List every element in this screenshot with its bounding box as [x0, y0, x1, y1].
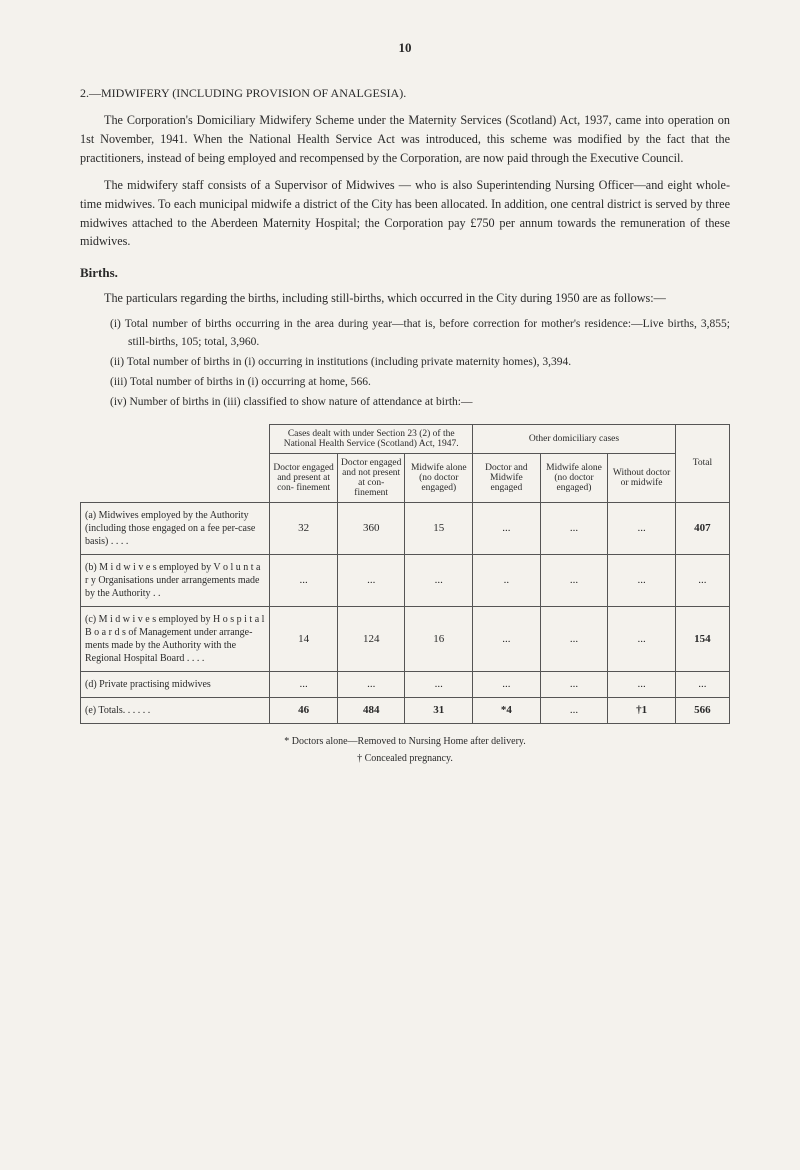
row-b-c3: ...	[405, 554, 473, 606]
row-c-c3: 16	[405, 606, 473, 671]
row-b-c6: ...	[608, 554, 676, 606]
row-e-c4: *4	[473, 697, 541, 723]
table-row: (e) Totals. . . . . . 46 484 31 *4 ... †…	[81, 697, 730, 723]
row-b-c2: ...	[337, 554, 405, 606]
col-5: Midwife alone (no doctor engaged)	[540, 453, 608, 502]
row-c-c4: ...	[473, 606, 541, 671]
row-c-total: 154	[675, 606, 729, 671]
row-a-c2: 360	[337, 502, 405, 554]
row-a-total: 407	[675, 502, 729, 554]
row-d-c4: ...	[473, 671, 541, 697]
row-b-c1: ...	[270, 554, 338, 606]
row-c-label: (c) M i d w i v e s employed by H o s p …	[81, 606, 270, 671]
births-heading: Births.	[80, 265, 730, 281]
col-2: Doctor engaged and not present at con- f…	[337, 453, 405, 502]
row-d-c1: ...	[270, 671, 338, 697]
row-d-c2: ...	[337, 671, 405, 697]
footnote-1: * Doctors alone—Removed to Nursing Home …	[80, 734, 730, 749]
table-row: (d) Private practising midwives ... ... …	[81, 671, 730, 697]
footnote-2: † Concealed pregnancy.	[80, 751, 730, 766]
col-4: Doctor and Midwife engaged	[473, 453, 541, 502]
row-b-c5: ...	[540, 554, 608, 606]
row-b-total: ...	[675, 554, 729, 606]
col-6: Without doctor or midwife	[608, 453, 676, 502]
row-b-label: (b) M i d w i v e s employed by V o l u …	[81, 554, 270, 606]
row-e-c6: †1	[608, 697, 676, 723]
table-row: (c) M i d w i v e s employed by H o s p …	[81, 606, 730, 671]
table-row: (b) M i d w i v e s employed by V o l u …	[81, 554, 730, 606]
col-3: Midwife alone (no doctor engaged)	[405, 453, 473, 502]
row-c-c2: 124	[337, 606, 405, 671]
row-e-total: 566	[675, 697, 729, 723]
section-heading: 2.—MIDWIFERY (INCLUDING PROVISION OF ANA…	[80, 86, 730, 101]
row-c-c6: ...	[608, 606, 676, 671]
header-group-2: Other domiciliary cases	[473, 424, 676, 453]
row-b-c4: ..	[473, 554, 541, 606]
table-row: (a) Midwives employed by the Authority (…	[81, 502, 730, 554]
paragraph-2: The midwifery staff consists of a Superv…	[80, 176, 730, 252]
row-a-c3: 15	[405, 502, 473, 554]
row-e-c1: 46	[270, 697, 338, 723]
row-a-label: (a) Midwives employed by the Authority (…	[81, 502, 270, 554]
item-ii: (ii) Total number of births in (i) occur…	[110, 354, 730, 371]
row-a-c1: 32	[270, 502, 338, 554]
births-table: Cases dealt with under Section 23 (2) of…	[80, 424, 730, 724]
row-d-c3: ...	[405, 671, 473, 697]
row-d-c5: ...	[540, 671, 608, 697]
row-e-label: (e) Totals. . . . . .	[81, 697, 270, 723]
item-iv: (iv) Number of births in (iii) classifie…	[110, 394, 730, 411]
births-intro: The particulars regarding the births, in…	[80, 289, 730, 308]
row-d-c6: ...	[608, 671, 676, 697]
header-group-1: Cases dealt with under Section 23 (2) of…	[270, 424, 473, 453]
row-e-c5: ...	[540, 697, 608, 723]
row-e-c2: 484	[337, 697, 405, 723]
row-c-c5: ...	[540, 606, 608, 671]
col-1: Doctor engaged and present at con- finem…	[270, 453, 338, 502]
header-total: Total	[675, 424, 729, 502]
row-a-c6: ...	[608, 502, 676, 554]
page-number: 10	[80, 40, 730, 56]
row-a-c4: ...	[473, 502, 541, 554]
row-c-c1: 14	[270, 606, 338, 671]
row-e-c3: 31	[405, 697, 473, 723]
page: 10 2.—MIDWIFERY (INCLUDING PROVISION OF …	[0, 0, 800, 1170]
table-corner	[81, 424, 270, 502]
row-d-total: ...	[675, 671, 729, 697]
row-a-c5: ...	[540, 502, 608, 554]
row-d-label: (d) Private practising midwives	[81, 671, 270, 697]
item-iii: (iii) Total number of births in (i) occu…	[110, 374, 730, 391]
item-i: (i) Total number of births occurring in …	[110, 316, 730, 351]
paragraph-1: The Corporation's Domiciliary Midwifery …	[80, 111, 730, 168]
